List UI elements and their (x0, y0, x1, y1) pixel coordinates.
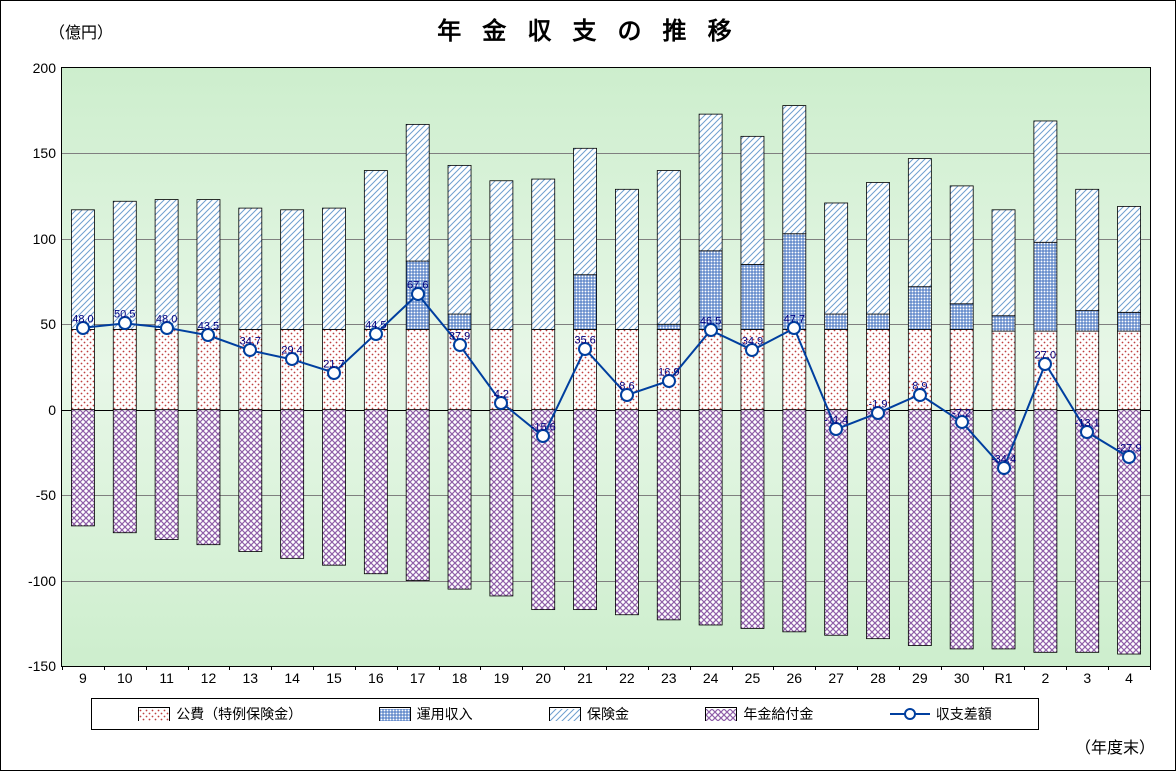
y-tick-label: -150 (28, 658, 56, 674)
line-value-label: 34.9 (742, 336, 763, 348)
y-tick-label: 50 (40, 316, 56, 332)
x-tick-label: 21 (577, 670, 593, 686)
x-tick-label: 30 (954, 670, 970, 686)
grid-line (62, 239, 1150, 240)
x-tick-label: 29 (912, 670, 928, 686)
line-value-label: 4.2 (494, 388, 509, 400)
y-tick-label: 150 (33, 145, 56, 161)
x-tick-label: 17 (410, 670, 426, 686)
legend-line-marker (890, 707, 930, 721)
x-tick-label: 9 (79, 670, 87, 686)
line-value-label: 16.9 (658, 366, 679, 378)
line-value-label: -7.2 (952, 408, 971, 420)
x-tick-label: 25 (745, 670, 761, 686)
line-value-label: 27.0 (1035, 349, 1056, 361)
line-value-label: 50.5 (114, 309, 135, 321)
legend-item-hoken: 保険金 (549, 704, 629, 724)
line-value-label: 48.0 (72, 313, 93, 325)
line-value-label: 48.0 (156, 313, 177, 325)
grid-line (62, 581, 1150, 582)
x-tick-label: 20 (535, 670, 551, 686)
legend-label-hoken: 保険金 (587, 704, 629, 724)
x-tick-label: 24 (703, 670, 719, 686)
line-value-label: 34.7 (240, 336, 261, 348)
legend-swatch-unyo (379, 707, 411, 721)
x-tick-label: 10 (117, 670, 133, 686)
line-value-label: 44.5 (365, 319, 386, 331)
x-tick-label: 27 (828, 670, 844, 686)
line-value-label: -11.4 (824, 415, 848, 427)
line-value-label: 37.9 (449, 331, 470, 343)
line-value-label: -34.4 (991, 454, 1016, 466)
x-tick-label: 16 (368, 670, 384, 686)
line-value-label: 47.7 (784, 314, 805, 326)
line-value-label: 21.7 (323, 358, 344, 370)
x-tick-label: 28 (870, 670, 886, 686)
y-tick-label: -50 (36, 487, 56, 503)
legend-item-koufu: 公費（特例保険金） (138, 704, 302, 724)
line-value-label: 46.5 (700, 316, 721, 328)
x-tick-label: 13 (243, 670, 259, 686)
grid-line (62, 153, 1150, 154)
x-tick-label: 3 (1083, 670, 1091, 686)
legend-item-kyufu: 年金給付金 (705, 704, 813, 724)
x-tick-label: 2 (1041, 670, 1049, 686)
line-value-label: -15.6 (531, 422, 556, 434)
y-tick-label: 200 (33, 60, 56, 76)
legend-item-line: 収支差額 (890, 704, 992, 724)
x-tick-label: 22 (619, 670, 635, 686)
legend-item-unyo: 運用収入 (379, 704, 473, 724)
y-tick-label: 0 (48, 402, 56, 418)
legend-swatch-koufu (138, 707, 170, 721)
legend: 公費（特例保険金） 運用収入 (91, 698, 1039, 730)
x-tick-label: 14 (284, 670, 300, 686)
line-value-label: 35.6 (574, 334, 595, 346)
plot-area: -150-100-50050100150200 9101112131415161… (61, 67, 1151, 667)
line-value-label: 8.9 (912, 380, 927, 392)
chart-container: 年 金 収 支 の 推 移 （億円） （年度末） -150-100-500501… (0, 0, 1176, 771)
line-value-label: -27.9 (1117, 443, 1142, 455)
y-tick-label: -100 (28, 573, 56, 589)
x-tick-label: R1 (995, 670, 1013, 686)
grid-line (62, 495, 1150, 496)
line-value-label: 67.6 (407, 280, 428, 292)
x-tick-label: 12 (201, 670, 217, 686)
chart-title: 年 金 収 支 の 推 移 (437, 11, 739, 46)
line-value-label: 43.5 (198, 321, 219, 333)
line-value-label: -13.1 (1075, 418, 1100, 430)
legend-swatch-kyufu (705, 707, 737, 721)
legend-label-unyo: 運用収入 (417, 704, 473, 724)
x-tick-label: 26 (787, 670, 803, 686)
x-axis-unit: （年度末） (1075, 734, 1155, 758)
x-tick-label: 18 (452, 670, 468, 686)
x-tick-label: 23 (661, 670, 677, 686)
x-tick-label: 15 (326, 670, 342, 686)
legend-swatch-hoken (549, 707, 581, 721)
line-value-label: -1.9 (869, 399, 888, 411)
legend-label-line: 収支差額 (936, 704, 992, 724)
line-value-label: 8.6 (619, 381, 634, 393)
grid-line (62, 324, 1150, 325)
x-tick-label: 11 (159, 670, 174, 686)
y-tick-label: 100 (33, 231, 56, 247)
legend-label-koufu: 公費（特例保険金） (176, 704, 302, 724)
line-value-label: 29.4 (281, 345, 302, 357)
x-tick-label: 4 (1125, 670, 1133, 686)
legend-label-kyufu: 年金給付金 (743, 704, 813, 724)
x-tick-label: 19 (494, 670, 510, 686)
y-axis-unit: （億円） (49, 19, 113, 43)
